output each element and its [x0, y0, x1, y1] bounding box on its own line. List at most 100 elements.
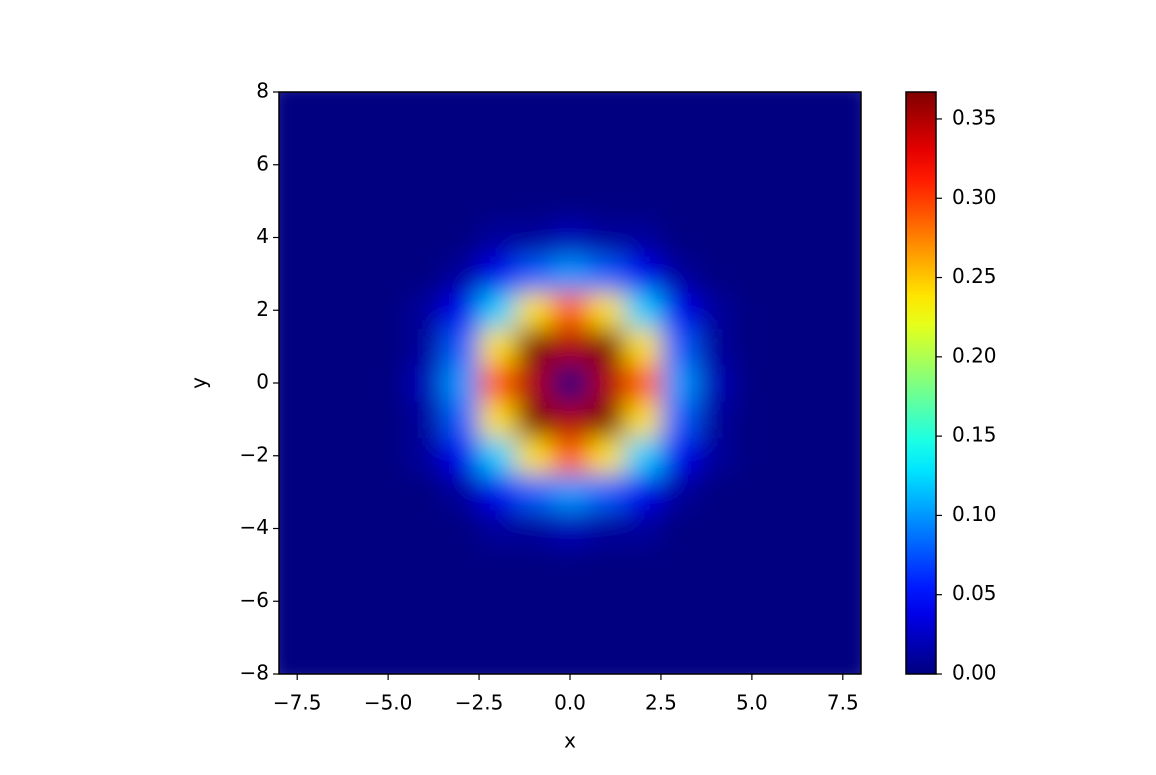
- heatmap-cell: [515, 401, 553, 439]
- heatmap-cell: [406, 182, 444, 220]
- heatmap-cell: [770, 364, 807, 402]
- heatmap-cell: [442, 583, 480, 620]
- heatmap-cell: [697, 473, 735, 511]
- heatmap-cell: [442, 437, 480, 475]
- heatmap-cell: [733, 546, 771, 584]
- heatmap-cell: [369, 473, 407, 511]
- heatmap-cell: [406, 110, 444, 148]
- heatmap-cell: [588, 583, 626, 620]
- colorbar-tick-label: 0.30: [952, 185, 997, 209]
- heatmap-cell: [442, 92, 480, 111]
- heatmap-cell: [770, 473, 807, 511]
- heatmap-cell: [279, 110, 298, 148]
- heatmap-cell: [279, 292, 298, 329]
- heatmap-cell: [515, 546, 553, 584]
- heatmap-cell: [369, 401, 407, 439]
- heatmap-cell: [806, 292, 844, 329]
- y-tick-label: 0: [256, 370, 269, 394]
- heatmap-cell: [697, 583, 735, 620]
- heatmap-cell: [442, 546, 480, 584]
- heatmap-cell: [842, 473, 861, 511]
- heatmap-cell: [479, 255, 516, 293]
- heatmap-cell: [515, 146, 553, 184]
- heatmap-cell: [806, 110, 844, 148]
- heatmap-cell: [479, 292, 516, 329]
- heatmap-cell: [515, 292, 553, 329]
- heatmap-cell: [369, 328, 407, 366]
- heatmap-cell: [279, 510, 298, 548]
- heatmap-cell: [697, 655, 735, 674]
- heatmap-cell: [660, 219, 698, 257]
- heatmap-cell: [279, 255, 298, 293]
- heatmap-cell: [369, 437, 407, 475]
- heatmap-cell: [279, 182, 298, 220]
- heatmap-cell: [515, 110, 553, 148]
- heatmap-cell: [406, 146, 444, 184]
- heatmap-cell: [806, 473, 844, 511]
- heatmap-cell: [406, 292, 444, 329]
- heatmap-cell: [333, 219, 371, 257]
- heatmap-cell: [842, 219, 861, 257]
- heatmap-cell: [660, 292, 698, 329]
- heatmap-cell: [588, 328, 626, 366]
- heatmap-cell: [369, 92, 407, 111]
- heatmap-cell: [733, 255, 771, 293]
- y-tick-label: −6: [240, 588, 269, 612]
- heatmap-cell: [770, 655, 807, 674]
- heatmap-cell: [369, 255, 407, 293]
- heatmap-cell: [442, 292, 480, 329]
- heatmap-cell: [279, 546, 298, 584]
- heatmap-cell: [551, 619, 589, 657]
- heatmap-cell: [697, 92, 735, 111]
- heatmap-cells: [279, 92, 861, 674]
- heatmap-cell: [733, 92, 771, 111]
- colorbar-tick-label: 0.00: [952, 661, 997, 685]
- y-tick-label: 2: [256, 297, 269, 321]
- heatmap-cell: [442, 364, 480, 402]
- y-tick-label: −4: [240, 515, 269, 539]
- heatmap-cell: [842, 364, 861, 402]
- heatmap-cell: [770, 619, 807, 657]
- heatmap-cell: [515, 437, 553, 475]
- heatmap-cell: [479, 219, 516, 257]
- heatmap-cell: [333, 619, 371, 657]
- heatmap-cell: [551, 292, 589, 329]
- heatmap-cell: [842, 510, 861, 548]
- y-tick-label: −8: [240, 661, 269, 685]
- heatmap-cell: [733, 328, 771, 366]
- heatmap-cell: [297, 146, 335, 184]
- heatmap-cell: [588, 255, 626, 293]
- heatmap-cell: [297, 110, 335, 148]
- heatmap-cell: [624, 328, 662, 366]
- x-tick-label: 5.0: [736, 691, 768, 715]
- heatmap-cell: [733, 364, 771, 402]
- colorbar-tick-label: 0.15: [952, 423, 997, 447]
- heatmap-cell: [369, 182, 407, 220]
- heatmap-cell: [733, 182, 771, 220]
- heatmap-cell: [842, 255, 861, 293]
- heatmap-cell: [479, 473, 516, 511]
- heatmap-cell: [369, 219, 407, 257]
- heatmap-cell: [842, 546, 861, 584]
- heatmap-cell: [333, 92, 371, 111]
- heatmap-cell: [333, 328, 371, 366]
- heatmap-cell: [697, 437, 735, 475]
- heatmap-cell: [442, 473, 480, 511]
- heatmap-cell: [660, 182, 698, 220]
- heatmap-cell: [333, 437, 371, 475]
- heatmap-cell: [588, 473, 626, 511]
- heatmap-cell: [406, 583, 444, 620]
- heatmap-cell: [442, 619, 480, 657]
- heatmap-cell: [515, 510, 553, 548]
- heatmap-cell: [660, 583, 698, 620]
- heatmap-cell: [770, 583, 807, 620]
- heatmap-cell: [588, 437, 626, 475]
- heatmap-cell: [588, 146, 626, 184]
- heatmap-cell: [297, 292, 335, 329]
- heatmap-cell: [369, 546, 407, 584]
- heatmap-cell: [588, 219, 626, 257]
- heatmap-cell: [515, 473, 553, 511]
- heatmap-cell: [806, 583, 844, 620]
- heatmap-cell: [697, 328, 735, 366]
- heatmap-cell: [770, 146, 807, 184]
